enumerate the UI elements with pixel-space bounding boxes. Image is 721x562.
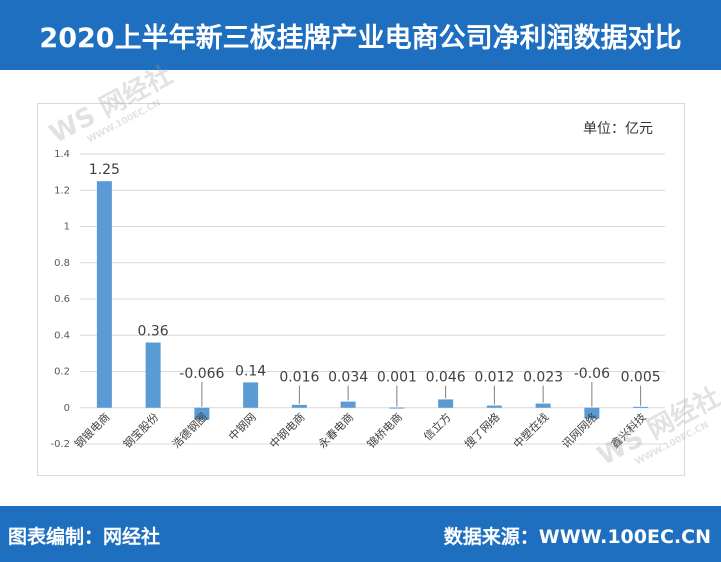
y-tick-label: 1 [64, 222, 70, 233]
y-tick-label: 0.6 [54, 294, 70, 305]
data-label: -0.06 [574, 366, 610, 382]
data-label: 0.016 [279, 370, 319, 386]
y-tick-label: 0 [64, 403, 70, 414]
bar [243, 382, 259, 408]
y-tick-label: 0.8 [54, 258, 70, 269]
y-tick-label: 0.2 [54, 367, 70, 378]
bar [584, 407, 600, 419]
bar [486, 405, 502, 408]
chart-title: 2020上半年新三板挂牌产业电商公司净利润数据对比 [39, 22, 682, 54]
bar [145, 342, 161, 408]
bar [389, 407, 405, 409]
data-label: 0.023 [523, 370, 563, 386]
bar [633, 406, 649, 408]
x-tick-label: 搜了网络 [461, 410, 502, 451]
data-label: 0.005 [621, 370, 661, 386]
y-tick-label: 0.4 [54, 330, 70, 341]
data-label: 0.36 [138, 324, 169, 340]
data-label: 0.001 [377, 370, 417, 386]
x-tick-label: 钢银电商 [71, 410, 112, 451]
data-label: 0.012 [474, 370, 514, 386]
x-tick-label: 钢宝股份 [120, 410, 161, 451]
y-tick-label: 1.2 [54, 185, 70, 196]
x-tick-label: 中钢网 [226, 411, 259, 444]
x-tick-label: 信立方 [421, 410, 454, 443]
data-label: 0.034 [328, 370, 368, 386]
data-label: 1.25 [89, 162, 120, 178]
y-tick-label: -0.2 [50, 439, 70, 450]
x-tick-label: 中钢电商 [266, 410, 307, 451]
footer-banner: 图表编制：网经社 数据来源：WWW.100EC.CN [0, 506, 721, 562]
unit-label: 单位：亿元 [583, 121, 653, 137]
bar [194, 407, 210, 420]
bar [291, 404, 307, 408]
x-tick-label: 中塑在线 [510, 410, 551, 451]
y-tick-label: 1.4 [54, 149, 70, 160]
data-label: -0.066 [179, 366, 224, 382]
x-tick-label: 浩德钢圈 [169, 410, 210, 451]
x-tick-label: 锦桥电商 [364, 410, 405, 451]
chart-credit: 图表编制：网经社 [8, 526, 161, 548]
data-label: 0.14 [235, 363, 266, 379]
chart-title-banner: 2020上半年新三板挂牌产业电商公司净利润数据对比 [0, 0, 721, 70]
x-tick-label: 讯网网络 [559, 410, 600, 451]
chart-panel [37, 103, 685, 476]
bar [340, 401, 356, 408]
bar [438, 399, 454, 408]
data-label: 0.046 [426, 370, 466, 386]
x-tick-label: 鑫兴科技 [608, 410, 649, 451]
bar [96, 181, 112, 408]
bar [535, 403, 551, 408]
x-tick-label: 永春电商 [315, 410, 356, 451]
data-source: 数据来源：WWW.100EC.CN [443, 526, 711, 548]
